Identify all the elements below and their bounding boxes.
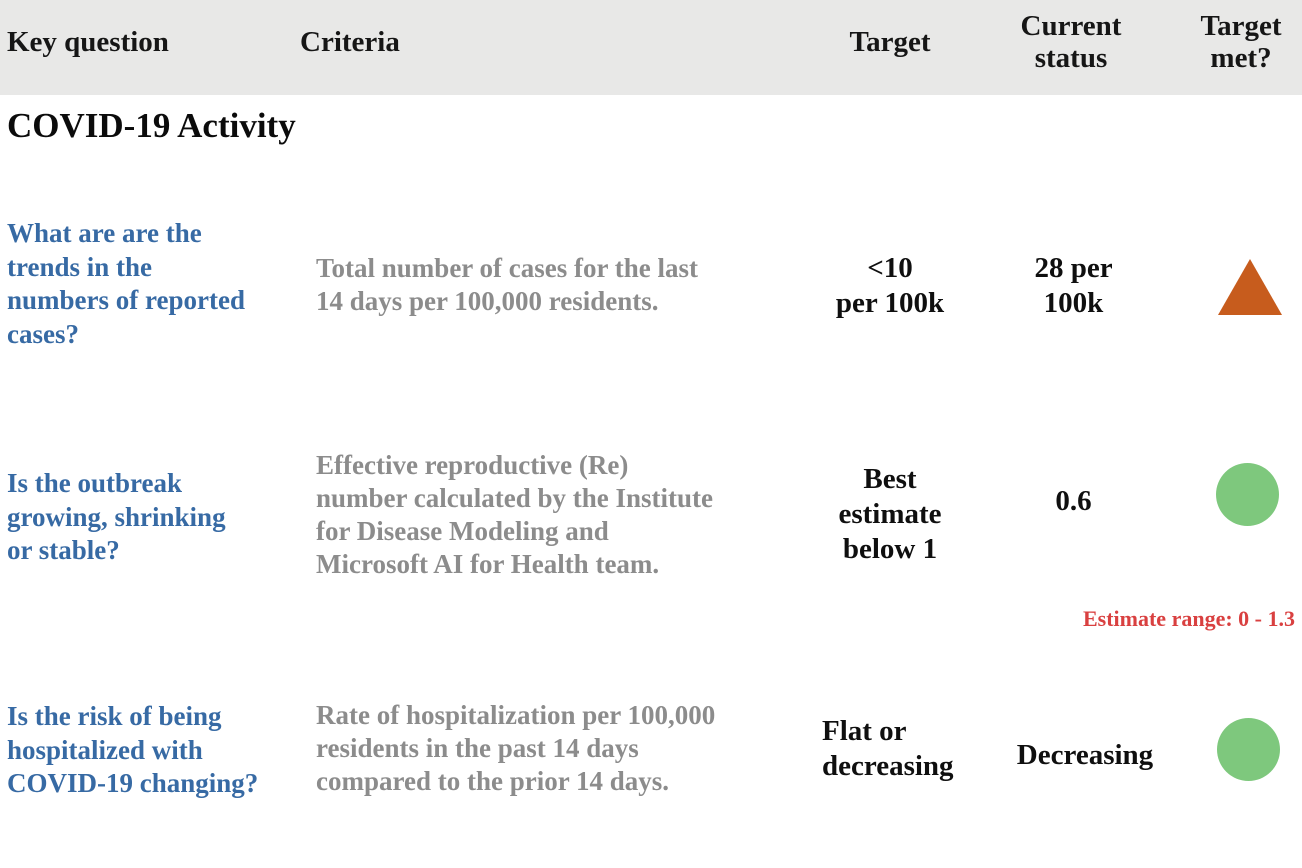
row-outbreak-criteria: Effective reproductive (Re) number calcu… xyxy=(316,450,714,579)
column-header-criteria: Criteria xyxy=(300,26,400,58)
green-circle-icon xyxy=(1217,718,1280,781)
row-cases-current-status: 28 per 100k xyxy=(1034,252,1113,319)
row-cases-criteria: Total number of cases for the last 14 da… xyxy=(316,253,698,316)
triangle-up-icon xyxy=(1218,259,1282,315)
row-hospitalization-question: Is the risk of being hospitalized with C… xyxy=(7,701,259,798)
row-outbreak-question: Is the outbreak growing, shrinking or st… xyxy=(7,468,226,565)
column-header-target: Target xyxy=(849,26,931,58)
row-hospitalization-criteria: Rate of hospitalization per 100,000 resi… xyxy=(316,700,716,796)
section-title: COVID-19 Activity xyxy=(7,106,296,145)
row-cases-question: What are are the trends in the numbers o… xyxy=(7,218,245,349)
row-cases-target: <10 per 100k xyxy=(835,252,945,319)
column-header-key-question: Key question xyxy=(7,26,169,58)
row-outbreak-current-status: 0.6 xyxy=(1055,485,1092,517)
column-header-target-met: Target met? xyxy=(1200,10,1282,74)
estimate-range-note: Estimate range: 0 - 1.3 xyxy=(1082,606,1295,631)
table-header-row: Key question Criteria Target Current sta… xyxy=(0,0,1302,95)
column-header-current-status: Current status xyxy=(1020,10,1122,74)
row-hospitalization-current-status: Decreasing xyxy=(1016,739,1154,771)
green-circle-icon xyxy=(1216,463,1279,526)
row-hospitalization-target: Flat or decreasing xyxy=(822,715,954,782)
row-outbreak-target: Best estimate below 1 xyxy=(838,463,942,565)
